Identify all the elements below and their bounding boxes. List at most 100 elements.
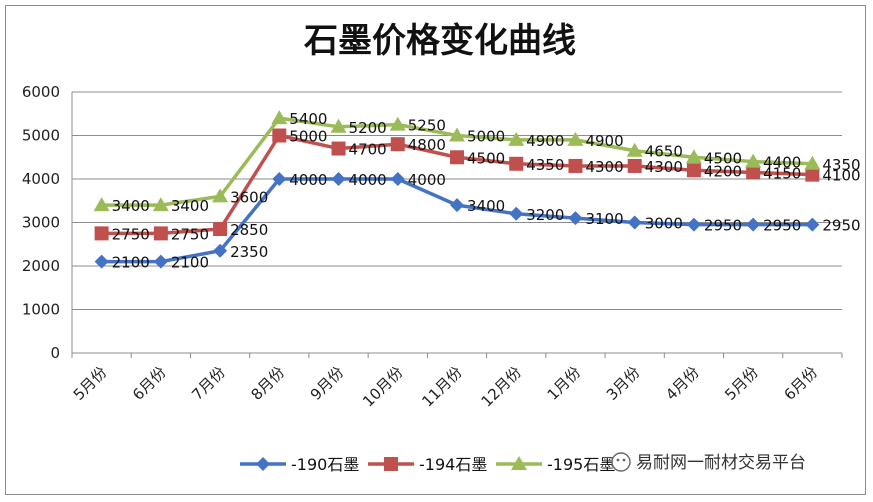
data-label: 4350 — [822, 156, 860, 174]
x-tick-label: 5月份 — [721, 363, 762, 404]
data-point — [272, 172, 287, 186]
data-label: 4400 — [763, 154, 801, 172]
data-point — [450, 150, 464, 165]
data-point — [449, 127, 465, 142]
data-point — [93, 197, 110, 212]
x-tick-label: 6月份 — [781, 363, 822, 404]
data-label: 3600 — [230, 188, 268, 206]
data-point — [626, 142, 643, 157]
data-point — [331, 141, 346, 156]
y-tick-label: 5000 — [22, 127, 60, 145]
y-tick-label: 3000 — [22, 214, 60, 232]
data-point — [153, 254, 168, 269]
data-point — [509, 156, 524, 171]
x-tick-label: 12月份 — [478, 363, 525, 410]
data-label: 3000 — [645, 215, 683, 233]
data-label: 2750 — [112, 225, 150, 243]
data-point — [330, 118, 347, 133]
x-tick-label: 8月份 — [247, 363, 288, 404]
data-point — [389, 116, 406, 131]
y-tick-label: 6000 — [22, 83, 60, 101]
data-point — [390, 172, 405, 186]
data-label: 5000 — [467, 128, 505, 146]
data-point — [153, 226, 168, 241]
x-tick-label: 7月份 — [188, 363, 229, 404]
data-point — [508, 131, 525, 146]
data-point — [567, 131, 584, 146]
data-point — [331, 172, 346, 186]
data-label: 4100 — [822, 167, 860, 185]
data-point — [272, 128, 287, 143]
legend: -190石墨 -194石墨 -195石墨 — [240, 455, 615, 474]
x-tick-label: 1月份 — [544, 363, 585, 404]
x-tick-label: 11月份 — [418, 363, 465, 410]
data-point — [568, 158, 583, 173]
data-label: 4000 — [349, 171, 387, 189]
x-tick-label: 10月份 — [359, 363, 406, 410]
x-tick-label: 3月份 — [603, 363, 644, 404]
data-label: 4300 — [585, 158, 623, 176]
data-label: 2350 — [230, 243, 268, 261]
data-label: 4200 — [704, 162, 742, 180]
data-point — [805, 217, 820, 232]
data-point — [746, 165, 761, 180]
data-label: 4900 — [585, 132, 623, 150]
data-label: 5200 — [349, 119, 387, 137]
data-label: 3400 — [171, 197, 209, 215]
y-tick-label: 0 — [50, 344, 60, 362]
data-point — [212, 188, 229, 203]
data-label: 3100 — [585, 210, 623, 228]
watermark: 易耐网一耐材交易平台 — [611, 452, 806, 473]
legend-label: -195石墨 — [547, 455, 615, 474]
data-point — [686, 217, 701, 232]
data-point — [390, 137, 405, 152]
data-point — [94, 254, 109, 269]
x-tick-label: 9月份 — [307, 363, 348, 404]
data-label: 4000 — [289, 171, 327, 189]
data-label: 3400 — [467, 197, 505, 215]
data-point — [94, 226, 109, 241]
series-lines — [93, 110, 821, 269]
data-point — [213, 222, 228, 237]
data-label: 2950 — [822, 217, 860, 235]
data-point — [568, 211, 583, 226]
y-axis: 0 1000 2000 3000 4000 5000 6000 — [22, 83, 73, 362]
y-tick-label: 4000 — [22, 170, 60, 188]
data-label: 2100 — [171, 254, 209, 272]
data-label: 4000 — [408, 171, 446, 189]
data-point — [804, 155, 821, 170]
data-label: 2850 — [230, 221, 268, 239]
data-label: 2950 — [704, 217, 742, 235]
watermark-text: 易耐网一耐材交易平台 — [636, 453, 806, 473]
chart-title: 石墨价格变化曲线 — [303, 21, 576, 61]
data-label: 4500 — [467, 149, 505, 167]
data-label: 4300 — [645, 158, 683, 176]
data-labels: 2100 2100 2350 4000 4000 4000 3400 3200 3100 3000… — [112, 110, 861, 272]
x-axis: 5月份 6月份 7月份 8月份 9月份 10月份 11月份 12月份 1月份 3月份 4月份 5月份 6… — [70, 352, 843, 411]
data-label: 4150 — [763, 164, 801, 182]
data-point — [627, 158, 642, 173]
data-label: 3200 — [526, 206, 564, 224]
data-point — [745, 153, 762, 168]
legend-label: -194石墨 — [419, 455, 487, 474]
data-label: 4500 — [704, 149, 742, 167]
data-label: 5400 — [289, 110, 327, 128]
data-label: 3400 — [112, 197, 150, 215]
x-tick-label: 5月份 — [70, 363, 111, 404]
data-point — [746, 217, 761, 232]
data-label: 4700 — [349, 141, 387, 159]
data-label: 2750 — [171, 225, 209, 243]
data-point — [685, 149, 702, 164]
data-label: 5250 — [408, 117, 446, 135]
x-tick-label: 4月份 — [662, 363, 703, 404]
data-point — [805, 167, 820, 182]
x-tick-label: 6月份 — [129, 363, 170, 404]
data-point — [271, 110, 288, 125]
legend-marker — [256, 457, 270, 471]
data-label: 4800 — [408, 136, 446, 154]
wechat-icon — [611, 452, 631, 472]
data-label: 4900 — [526, 132, 564, 150]
legend-label: -190石墨 — [291, 455, 359, 474]
y-tick-label: 1000 — [22, 301, 60, 319]
